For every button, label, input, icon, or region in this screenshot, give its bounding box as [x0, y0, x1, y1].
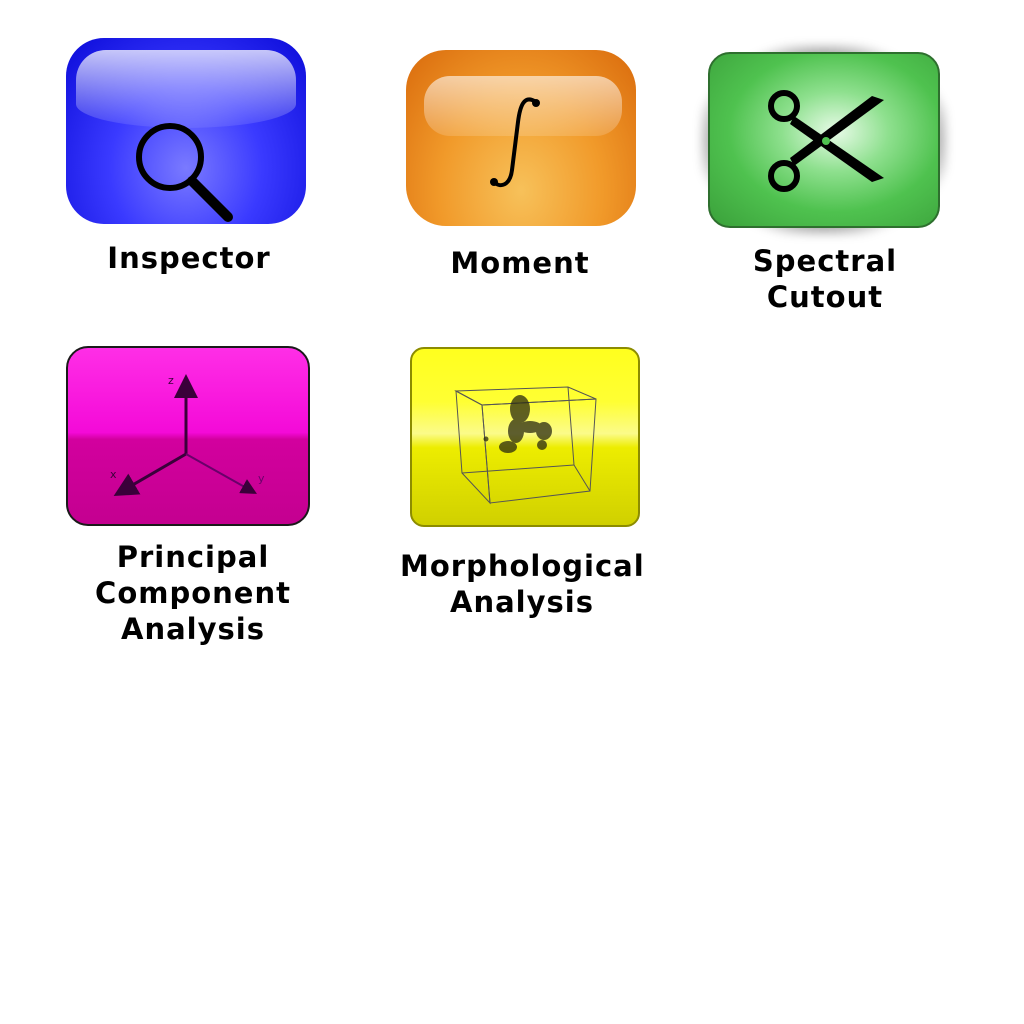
axis-label-x: x [110, 468, 117, 481]
volume-cube-icon [454, 386, 597, 505]
morphological-analysis-label: Morphological Analysis [400, 549, 645, 619]
spectral-cutout-label: Spectral Cutout [752, 244, 898, 314]
pca-button[interactable]: z x y [66, 346, 310, 526]
inspector-button[interactable] [66, 38, 306, 224]
scissors-icon [768, 90, 884, 192]
pca-label: Principal Component Analysis [95, 540, 291, 646]
axis-label-y: y [258, 472, 265, 485]
moment-button[interactable] [406, 50, 636, 226]
inspector-label: Inspector [107, 241, 271, 275]
magnifier-icon [136, 123, 233, 222]
moment-label: Moment [450, 246, 590, 280]
integral-icon [490, 97, 540, 188]
spectral-cutout-button[interactable] [708, 52, 940, 228]
axis-label-z: z [168, 374, 174, 387]
morphological-analysis-button[interactable] [410, 347, 640, 527]
axes-3d-icon: z x y [110, 374, 265, 497]
